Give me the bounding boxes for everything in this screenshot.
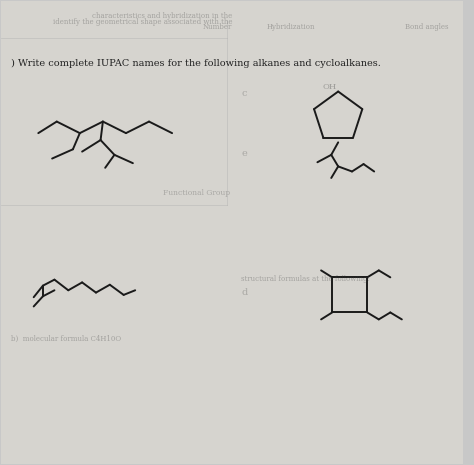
Text: Bond angles: Bond angles [405,23,449,31]
Text: Hybridization: Hybridization [266,23,315,31]
Text: structural formulas at the following:: structural formulas at the following: [241,275,370,283]
Text: c: c [241,89,247,98]
Text: b)  molecular formula C4H10O: b) molecular formula C4H10O [10,335,121,343]
Text: Number: Number [203,23,232,31]
Text: identify the geometrical shape associated with the: identify the geometrical shape associate… [53,18,232,26]
Text: OH: OH [322,83,336,91]
Text: characteristics and hybridization in the: characteristics and hybridization in the [92,12,232,20]
Text: d: d [241,288,247,297]
Text: e: e [241,149,247,159]
Text: ) Write complete IUPAC names for the following alkanes and cycloalkanes.: ) Write complete IUPAC names for the fol… [10,59,381,68]
Text: Functional Group: Functional Group [163,189,230,197]
FancyBboxPatch shape [1,1,463,464]
